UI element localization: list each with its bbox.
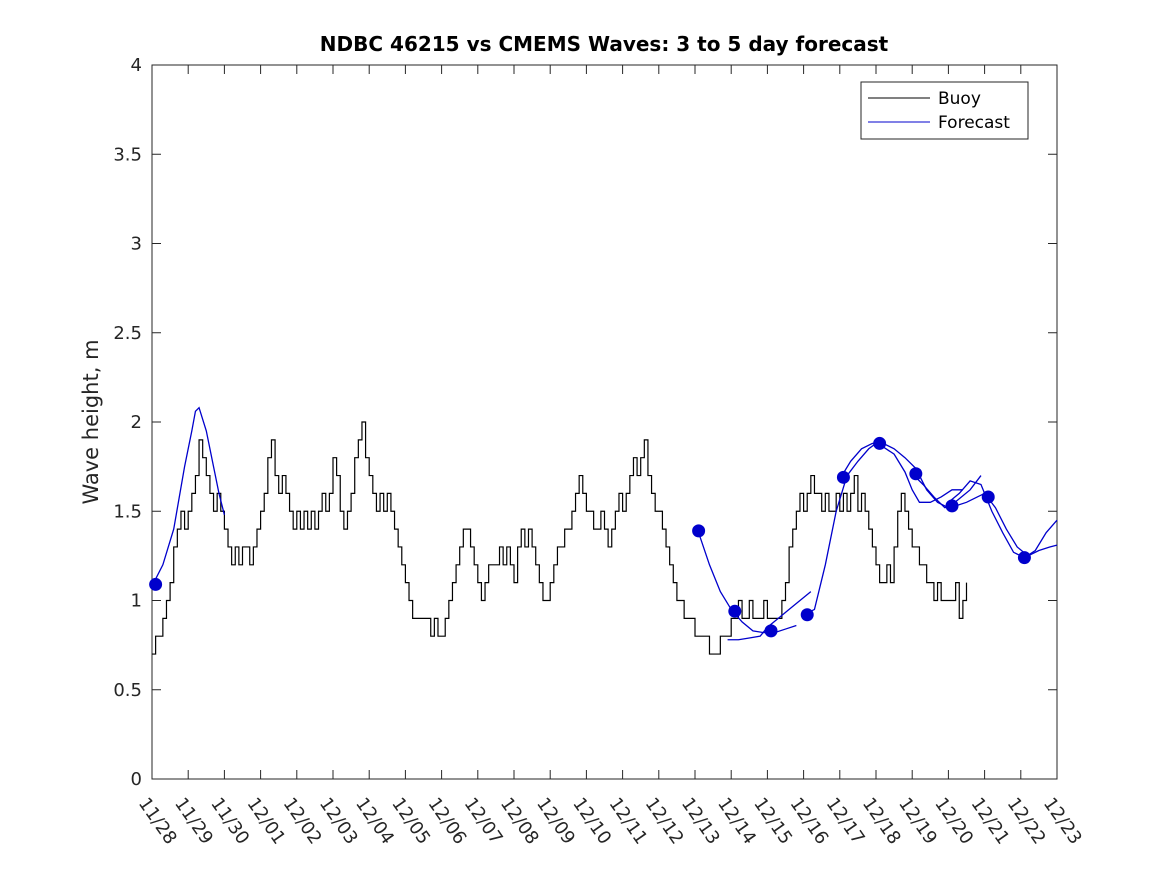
x-tick-label: 11/28 <box>134 794 181 849</box>
forecast-marker <box>873 436 887 450</box>
y-tick-label: 3.5 <box>113 144 142 165</box>
x-tick-label: 12/03 <box>315 794 362 849</box>
x-tick-label: 12/04 <box>351 794 398 849</box>
x-tick-label: 12/11 <box>605 794 652 849</box>
legend-box <box>860 81 1029 140</box>
x-tick-label: 12/18 <box>858 794 905 849</box>
x-tick-label: 12/23 <box>1039 794 1086 849</box>
x-tick-label: 12/19 <box>894 794 941 849</box>
forecast-marker <box>149 577 163 591</box>
x-tick-label: 12/17 <box>822 794 869 849</box>
y-tick-label: 1.5 <box>113 501 142 522</box>
y-tick-label: 0 <box>131 769 142 790</box>
x-tick-label: 12/21 <box>967 794 1014 849</box>
x-tick-label: 12/01 <box>243 794 290 849</box>
x-tick-label: 12/22 <box>1003 794 1050 849</box>
series-line-forecast <box>839 442 982 509</box>
chart-title: NDBC 46215 vs CMEMS Waves: 3 to 5 day fo… <box>320 32 889 56</box>
x-tick-label: 12/06 <box>424 794 471 849</box>
series-line-buoy <box>152 421 968 655</box>
forecast-marker <box>764 624 778 638</box>
x-tick-label: 12/10 <box>568 794 615 849</box>
x-tick-label: 12/07 <box>460 794 507 849</box>
x-tick-label: 12/12 <box>641 794 688 849</box>
x-tick-label: 12/14 <box>713 794 760 849</box>
x-tick-label: 11/29 <box>170 794 217 849</box>
y-tick-label: 2 <box>131 412 142 433</box>
y-tick-label: 4 <box>131 55 142 76</box>
legend: Buoy Forecast <box>860 81 1029 140</box>
forecast-marker <box>1017 551 1031 565</box>
y-tick-label: 1 <box>131 591 142 612</box>
y-tick-label: 2.5 <box>113 323 142 344</box>
series-layer <box>149 406 1058 655</box>
x-tick-label: 12/15 <box>749 794 796 849</box>
x-tick-label: 12/05 <box>387 794 434 849</box>
forecast-marker <box>909 467 923 481</box>
series-line-forecast <box>698 532 797 634</box>
x-tick-label: 12/08 <box>496 794 543 849</box>
legend-label-buoy: Buoy <box>938 89 981 109</box>
y-ticks: 0 0.5 1 1.5 2 2.5 3 3.5 4 <box>113 55 1057 790</box>
x-tick-label: 12/16 <box>786 794 833 849</box>
y-axis-label: Wave height, m <box>79 339 103 504</box>
y-tick-label: 3 <box>131 234 142 255</box>
series-line-forecast <box>151 406 226 587</box>
x-tick-label: 12/09 <box>532 794 579 849</box>
legend-label-forecast: Forecast <box>938 113 1010 133</box>
x-tick-label: 12/02 <box>279 794 326 849</box>
forecast-marker <box>800 608 814 622</box>
plot-area <box>151 64 1058 780</box>
series-line-forecast <box>947 480 1058 559</box>
x-tick-label: 12/20 <box>930 794 977 849</box>
x-tick-label: 12/13 <box>677 794 724 849</box>
forecast-marker <box>981 490 995 504</box>
forecast-marker <box>945 499 959 513</box>
y-tick-label: 0.5 <box>113 680 142 701</box>
forecast-marker <box>836 470 850 484</box>
forecast-marker <box>692 524 706 538</box>
forecast-marker <box>728 604 742 618</box>
x-tick-label: 11/30 <box>206 794 253 849</box>
